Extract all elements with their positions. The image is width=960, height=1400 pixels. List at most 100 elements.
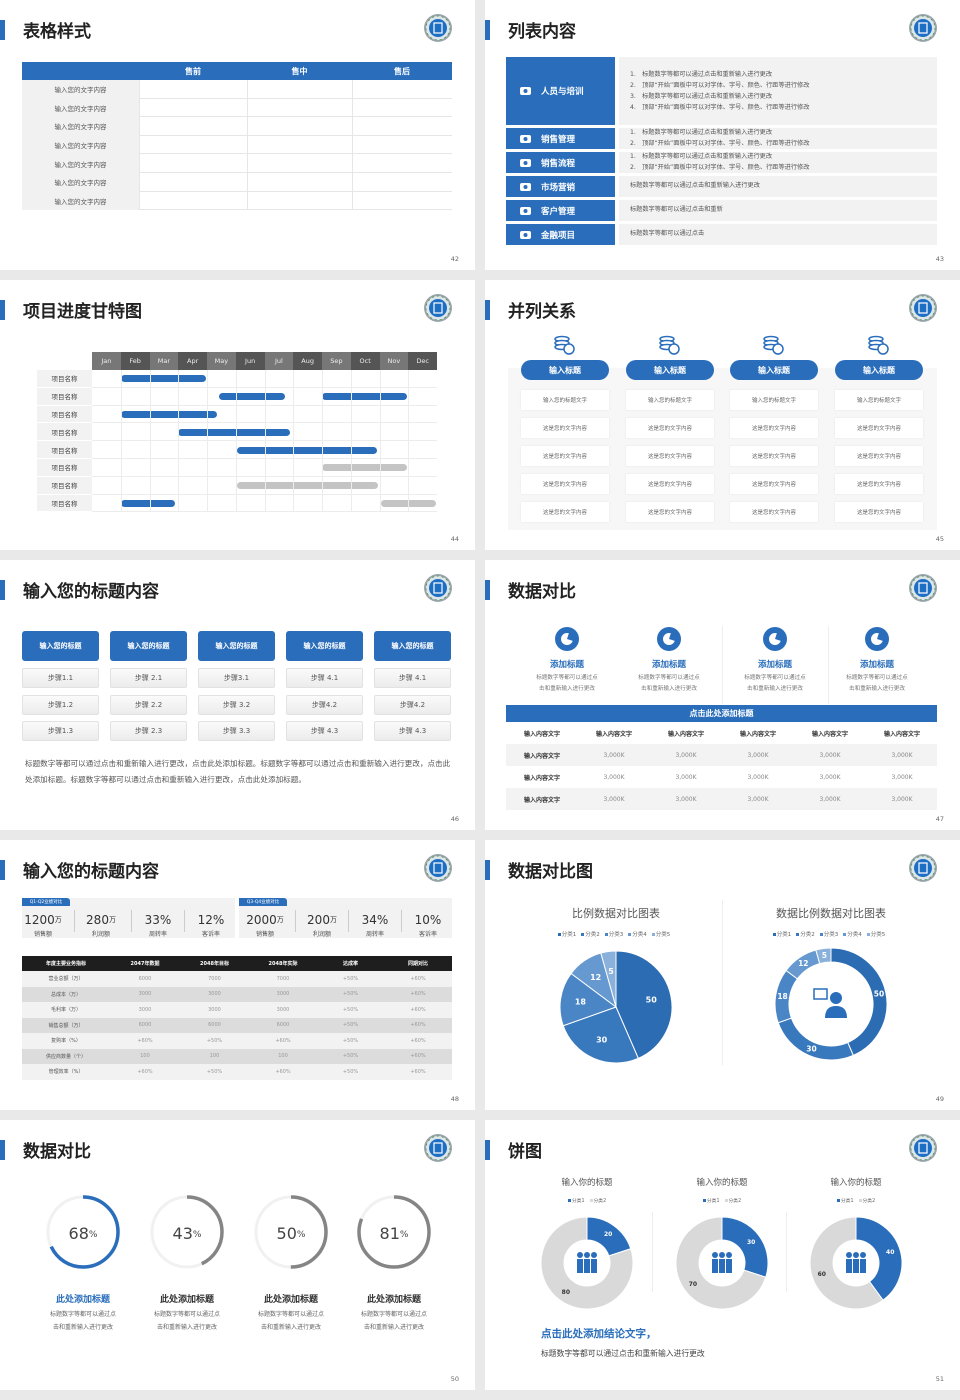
task-bar-planned[interactable] <box>237 482 379 490</box>
person-body <box>719 1259 725 1273</box>
task-bar-active[interactable] <box>120 500 176 507</box>
task-bar-active[interactable] <box>237 446 377 454</box>
slide-progress-rings[interactable]: 数据对比 50 68% 此处添加标题 标题数字等都可以通过点 击和重新输入进行更改 43% 此… <box>0 1120 475 1390</box>
table-cell[interactable] <box>139 98 247 118</box>
pie-chart: 30 70 <box>675 1216 769 1310</box>
legend-label: 分类1 <box>776 932 792 938</box>
logo-core <box>914 299 932 317</box>
chart-title: 数据比例数据对比图表 <box>776 907 886 920</box>
slide-donuts[interactable]: 饼图 51 输入你的标题 分类1 分类2 20 80 输入你的标题 分类1 分类2 30 70 输入你的… <box>485 1120 960 1390</box>
list-item-4[interactable] <box>506 176 615 197</box>
ring-progress <box>357 1195 431 1269</box>
column-cell: 输入您的标题文字 <box>626 390 714 410</box>
column-cell: 这是您的文字内容 <box>835 474 923 494</box>
table-header-row <box>22 956 452 971</box>
table-cell[interactable] <box>139 80 247 99</box>
title-accent-bar <box>0 20 5 40</box>
slide-title: 输入您的标题内容 <box>23 862 159 882</box>
table-cell: 管理效率（%） <box>48 1069 84 1076</box>
table-cell[interactable] <box>352 173 452 192</box>
step-box: 步骤 4.3 <box>374 721 451 741</box>
table-cell[interactable] <box>352 154 452 173</box>
ring-number: 50 <box>276 1223 297 1243</box>
slide-data-compare[interactable]: 数据对比 47 添加标题 标题数字等都可以通过点 击和重新输入进行更改 添加标题 标题数字等… <box>485 560 960 830</box>
slide-steps[interactable]: 输入您的标题内容 46 输入您的标题 步骤1.1 步骤1.2 步骤1.3 输入您的标题 步骤 … <box>0 560 475 830</box>
column-cell: 这是您的文字内容 <box>730 474 818 494</box>
slice-label: 80 <box>562 1289 570 1296</box>
step-box: 步骤3.1 <box>198 668 275 688</box>
grid-line <box>264 370 266 513</box>
table-cell[interactable] <box>247 154 352 173</box>
table-cell[interactable] <box>139 135 247 155</box>
task-bar-active[interactable] <box>120 411 218 418</box>
item-title: 此处添加标题 <box>55 1294 110 1305</box>
table-header-cell: 输入内容文字 <box>883 730 920 738</box>
kpi-number: 2000 <box>246 913 277 927</box>
table-cell[interactable] <box>139 117 247 136</box>
person-head <box>726 1252 732 1258</box>
kpi-tag: Q1-Q2业绩对比 <box>22 898 70 906</box>
month-header-may: May <box>207 352 236 370</box>
table-header-cell: 年度主要业务指标 <box>45 961 86 967</box>
row-label: 输入您的文字内容 <box>22 80 139 99</box>
grid-line <box>235 370 237 513</box>
list-item-6[interactable] <box>506 224 615 245</box>
table-cell[interactable] <box>247 173 352 192</box>
legend-item: 分类1 <box>772 930 792 938</box>
legend-label: 分类1 <box>840 1198 854 1204</box>
row-label: 输入您的文字内容 <box>22 191 139 211</box>
slide-pie-compare[interactable]: 数据对比图 49 比例数据对比图表 数据比例数据对比图表 分类1 分类2 分类3 分类4 分类5… <box>485 840 960 1110</box>
pie-chart: 40 60 <box>809 1216 903 1310</box>
slide-gantt[interactable]: 项目进度甘特图 44 Jan Feb Mar Apr May Jun Jul Aug Sep Oct N… <box>0 280 475 550</box>
table-cell[interactable] <box>247 191 352 211</box>
table-cell[interactable] <box>139 191 247 211</box>
table-cell: +50% <box>342 975 359 982</box>
table-cell[interactable] <box>247 135 352 155</box>
page-number: 50 <box>450 1375 459 1383</box>
table-cell[interactable] <box>352 135 452 155</box>
legend-item: 分类1 <box>567 1197 585 1204</box>
chart-title: 输入你的标题 <box>696 1178 748 1188</box>
slide-table-style[interactable]: 表格样式 42 售前 售中 售后 输入您的文字内容 输入您的文字内容 输入您的文字内容 输入您的… <box>0 0 475 270</box>
table-cell[interactable] <box>352 98 452 118</box>
task-bar-active[interactable] <box>218 393 285 401</box>
table-cell[interactable] <box>139 154 247 173</box>
detail-line: 2. 顶部“开始”面板中可以对字体、字号、颜色、行距等进行修改 <box>630 163 810 171</box>
table-cell[interactable] <box>247 80 352 99</box>
task-bar-active[interactable] <box>120 375 206 383</box>
task-bar-planned[interactable] <box>322 464 407 472</box>
slide-list-content[interactable]: 列表内容 43 人员与培训 1. 标题数字等都可以通过点击和重新输入进行更改 2. 顶部… <box>485 0 960 270</box>
table-cell[interactable] <box>247 117 352 136</box>
table-cell: 7000 <box>208 975 221 982</box>
table-cell: 3,000K <box>603 795 625 803</box>
table-cell[interactable] <box>247 98 352 118</box>
person-head <box>719 1252 725 1258</box>
page-number: 51 <box>935 1375 944 1383</box>
slice-label: 50 <box>874 990 884 999</box>
legend-swatch <box>796 932 800 936</box>
legend-item: 分类2 <box>724 1197 741 1204</box>
table-cell[interactable] <box>139 173 247 192</box>
task-bar-active[interactable] <box>178 428 291 436</box>
step-box: 步骤4.2 <box>374 695 451 715</box>
slide-parallel[interactable]: 并列关系 45 输入标题 输入您的标题文字 这是您的文字内容 这是您的文字内容 这是您的文字… <box>485 280 960 550</box>
school-logo-icon <box>909 14 937 42</box>
list-item-2[interactable] <box>506 128 615 149</box>
table-cell[interactable] <box>352 80 452 99</box>
table-header-cell: 输入内容文字 <box>667 730 704 738</box>
slide-kpi-table[interactable]: 输入您的标题内容 48 Q1-Q2业绩对比 1200 万销售额 280 万利润额 33% 周转率… <box>0 840 475 1110</box>
list-item-5[interactable] <box>506 200 615 221</box>
task-bar-active[interactable] <box>322 393 407 401</box>
table-row <box>22 117 452 136</box>
table-cell[interactable] <box>352 117 452 136</box>
column-header: 售前 <box>185 66 201 76</box>
table-cell[interactable] <box>352 191 452 211</box>
column-cell: 这是您的文字内容 <box>730 446 818 466</box>
table-row <box>22 173 452 192</box>
ring-value: 81% <box>364 1223 424 1243</box>
dollar-coin <box>772 343 784 355</box>
logo-glyph <box>918 582 928 594</box>
kpi-label: 周转率 <box>365 930 384 938</box>
task-label: 项目名称 <box>37 387 92 406</box>
list-item-3[interactable] <box>506 152 615 173</box>
